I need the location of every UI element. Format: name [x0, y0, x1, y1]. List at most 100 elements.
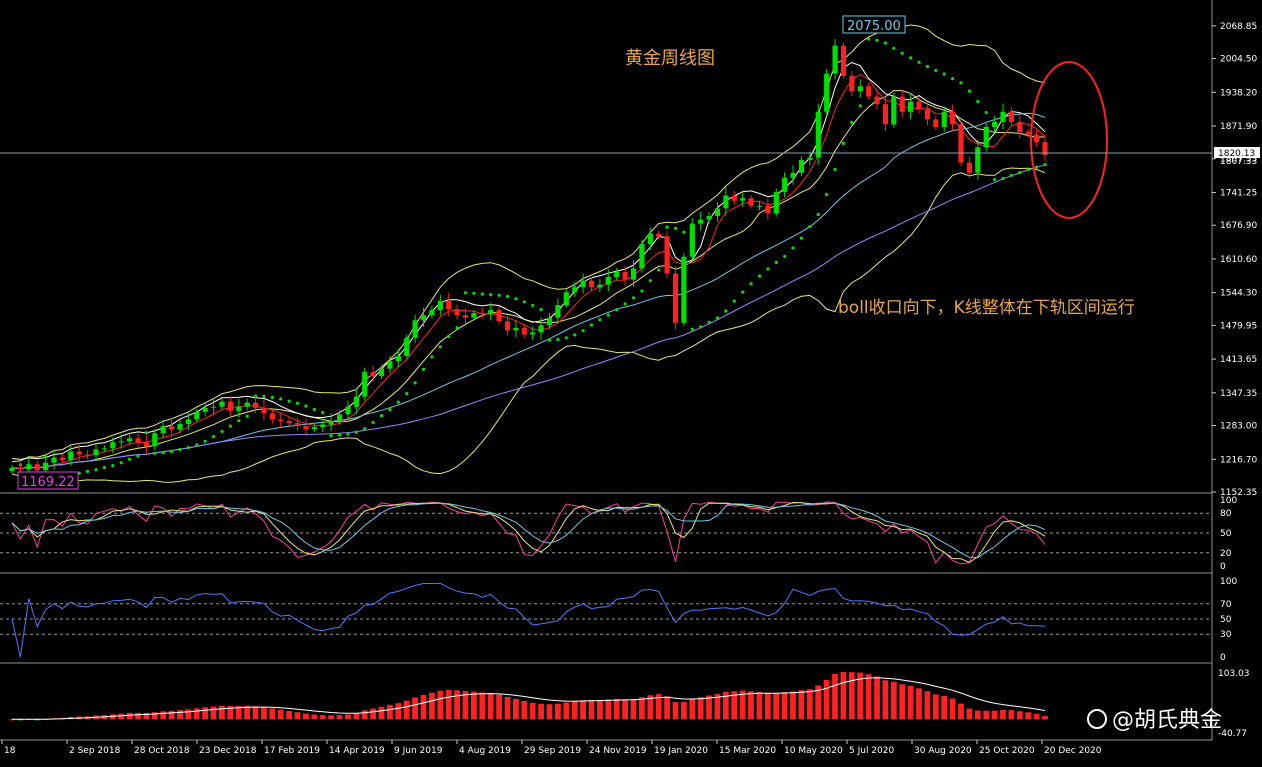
candle	[933, 116, 939, 130]
macd-bar	[286, 710, 292, 720]
candle-body	[378, 368, 385, 377]
sar-dot	[128, 457, 132, 461]
rsi-line	[11, 582, 1046, 658]
candle-body	[807, 157, 813, 160]
sar-dot	[312, 407, 316, 412]
candle-body	[689, 223, 695, 257]
candle	[387, 355, 393, 374]
sar-dot	[934, 68, 938, 72]
candle	[832, 38, 838, 80]
candle-body	[832, 45, 838, 74]
candle-body	[656, 233, 662, 237]
macd-bar	[622, 699, 628, 720]
candle-body	[185, 419, 191, 424]
macd-bar	[790, 691, 796, 720]
sar-dot	[833, 167, 837, 172]
osc-tick-label: 50	[1220, 529, 1232, 539]
candle-body	[76, 451, 82, 455]
sar-dot	[850, 120, 854, 125]
candle-body	[597, 284, 603, 288]
candle-body	[152, 433, 158, 447]
sar-dot	[254, 394, 258, 398]
macd-bar	[588, 700, 595, 720]
candle	[807, 151, 813, 166]
sar-dot	[783, 254, 787, 258]
candle	[614, 267, 620, 281]
sar-dot	[371, 420, 375, 425]
macd-signal-line	[12, 677, 1046, 720]
candle	[1000, 103, 1006, 130]
macd-bar	[445, 690, 452, 720]
sar-dot	[1001, 176, 1005, 180]
candle-body	[874, 96, 880, 105]
price-tick-label: 1283.00	[1220, 422, 1257, 432]
macd-bar	[722, 692, 729, 720]
candle-body	[966, 162, 972, 173]
candle-body	[496, 310, 502, 322]
candle	[420, 307, 427, 328]
candle	[899, 90, 905, 118]
osc-tick-label: 100	[1220, 577, 1237, 587]
weibo-icon	[1087, 709, 1107, 729]
bollinger-bands	[11, 24, 1046, 483]
sar-dot	[808, 225, 812, 229]
sar-dot	[212, 435, 216, 439]
sar-dot	[497, 293, 501, 297]
price-tick-label: 1938.20	[1220, 88, 1257, 98]
candle	[311, 423, 317, 433]
sar-dot	[673, 226, 678, 230]
parabolic-sar	[18, 37, 1047, 477]
candle	[983, 122, 989, 151]
sar-dot	[589, 323, 594, 327]
candle-body	[311, 427, 317, 430]
sar-dot	[917, 60, 921, 64]
sar-dot	[925, 64, 930, 69]
candle	[756, 200, 763, 211]
sar-dot	[86, 469, 90, 473]
candle	[698, 211, 704, 231]
candle	[798, 155, 805, 177]
macd-bar	[135, 712, 141, 720]
sar-dot	[657, 268, 661, 272]
sar-dot	[119, 461, 123, 465]
candle-body	[462, 315, 469, 318]
candle-body	[320, 424, 326, 427]
macd-bar	[731, 691, 738, 720]
candle	[639, 239, 645, 273]
macd-bar	[605, 699, 612, 720]
sar-dot	[556, 337, 560, 342]
candle-body	[740, 198, 746, 201]
candle	[194, 408, 200, 423]
candle-body	[253, 402, 259, 408]
candlesticks	[9, 38, 1048, 476]
candle-body	[93, 449, 99, 456]
macd-bar	[706, 695, 712, 720]
macd-bar	[185, 709, 192, 720]
macd-bar	[160, 711, 167, 720]
sar-dot	[749, 282, 753, 286]
sar-dot	[279, 397, 283, 401]
candle-body	[530, 332, 536, 335]
candle-body	[337, 414, 343, 421]
price-tick-label: 1807.55	[1220, 155, 1257, 165]
candle	[723, 187, 729, 216]
time-axis: 18 2 Sep 2018 28 Oct 2018 23 Dec 2018 17 Feb…	[1, 740, 1102, 756]
sar-dot	[346, 432, 350, 436]
macd-bar	[177, 710, 183, 720]
candle	[345, 400, 351, 420]
rsi-panel: 100 70 50 30 0	[0, 577, 1237, 663]
macd-bar	[219, 705, 225, 720]
candle	[320, 418, 326, 433]
time-tick-label: 5 Jul 2020	[849, 746, 894, 756]
sar-dot	[791, 246, 795, 250]
candle	[605, 269, 611, 292]
candle	[824, 69, 830, 116]
macd-bar	[252, 706, 259, 720]
candle	[773, 188, 779, 217]
sar-dot	[455, 326, 459, 330]
candle	[378, 365, 385, 379]
macd-bar	[370, 708, 376, 720]
candle	[530, 326, 536, 340]
sar-dot	[883, 41, 888, 45]
macd-bar	[739, 690, 746, 720]
